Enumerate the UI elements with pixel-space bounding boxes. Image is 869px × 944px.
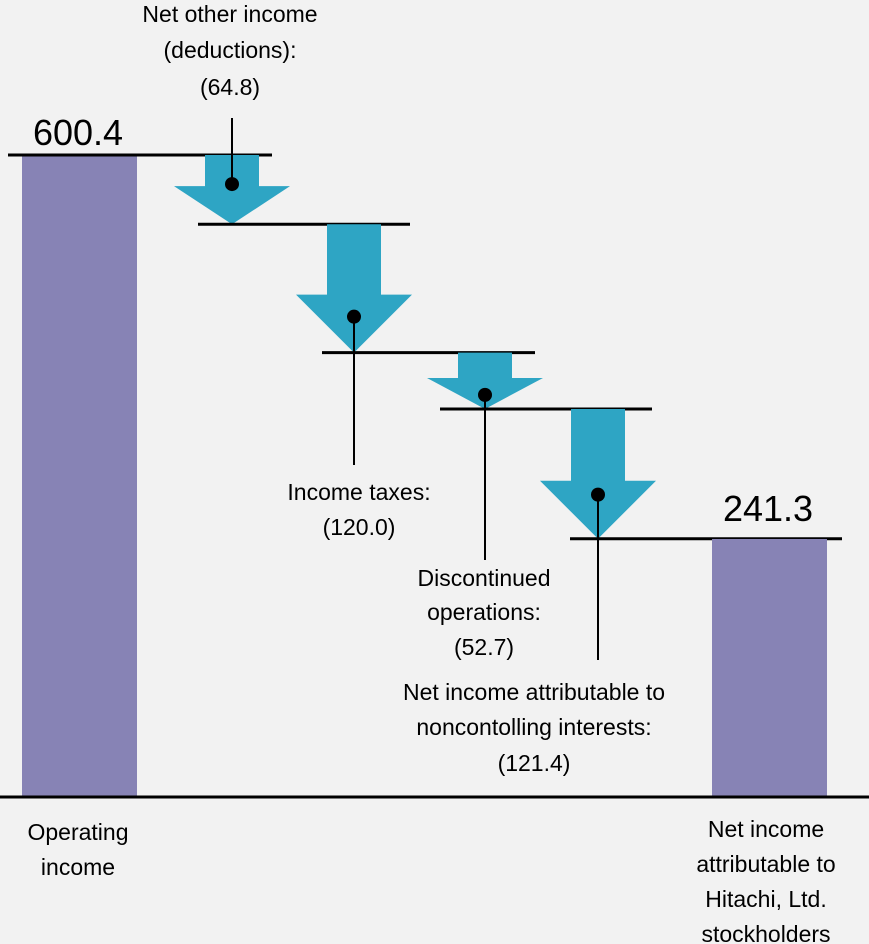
category-label-end-line-4: stockholders <box>701 921 830 944</box>
step-label-1-line-2: (deductions): <box>164 37 297 63</box>
value-label-start: 600.4 <box>33 112 123 153</box>
category-label-end-line-2: attributable to <box>696 851 835 877</box>
category-label-start-line-1: Operating <box>27 819 128 845</box>
category-label-start-line-2: income <box>41 854 115 880</box>
callout-dot-1 <box>225 177 239 192</box>
step-label-1-line-1: Net other income <box>142 1 317 27</box>
callout-dot-3 <box>478 387 492 402</box>
bar-end <box>712 538 827 797</box>
callout-dot-4 <box>591 487 605 502</box>
step-label-2-line-2: (120.0) <box>323 514 396 540</box>
step-arrow-4 <box>540 408 656 539</box>
step-label-3-line-2: operations: <box>427 599 541 625</box>
step-label-4-line-1: Net income attributable to <box>403 679 665 705</box>
category-label-end-line-3: Hitachi, Ltd. <box>705 886 826 912</box>
step-label-3-line-3: (52.7) <box>454 634 514 660</box>
bar-start <box>22 155 137 797</box>
step-label-3-line-1: Discontinued <box>418 565 551 591</box>
step-label-4-line-3: (121.4) <box>498 750 571 776</box>
step-arrow-2 <box>296 224 412 353</box>
step-label-4-line-2: noncontolling interests: <box>416 714 651 740</box>
value-label-end: 241.3 <box>723 488 813 529</box>
step-label-1-line-3: (64.8) <box>200 74 260 100</box>
step-arrow-3 <box>427 352 543 409</box>
step-label-2-line-1: Income taxes: <box>287 479 430 505</box>
callout-dot-2 <box>347 309 361 324</box>
category-label-end-line-1: Net income <box>708 816 824 842</box>
